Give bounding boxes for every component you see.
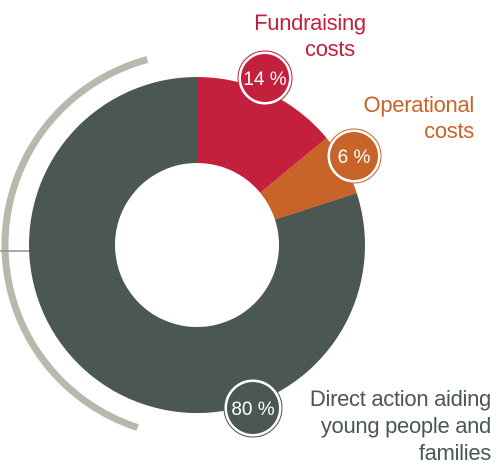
fundraising-costs-label-line1: Fundraising [254, 10, 366, 35]
fundraising-costs-label: Fundraising costs [235, 10, 385, 62]
badge-layer: 14 % 6 % 80 % [223, 50, 382, 438]
slice-direct-action [29, 77, 366, 413]
slice-fundraising-costs [197, 77, 327, 193]
direct-action-value-badge [227, 382, 279, 434]
fundraising-costs-label-line2: costs [305, 36, 355, 61]
operational-costs-label-line1: Operational [363, 92, 475, 117]
decorative-outer-arc [1, 56, 149, 431]
direct-action-label-line1: Direct action aiding [309, 386, 491, 411]
operational-costs-label-line2: costs [424, 118, 474, 143]
fundraising-value-badge-text: 14 % [243, 69, 286, 90]
direct-action-label-line2: young people and [320, 413, 491, 438]
slice-layer [29, 77, 366, 413]
direct-action-label-line3: families [418, 440, 491, 465]
operational-costs-label: Operational costs [334, 92, 475, 144]
direct-action-label: Direct action aiding young people and fa… [261, 385, 491, 466]
operational-value-badge-text: 6 % [338, 147, 371, 168]
direct-action-value-badge-text: 80 % [231, 399, 274, 420]
operational-value-badge [330, 132, 378, 180]
fundraising-value-badge [241, 54, 289, 102]
